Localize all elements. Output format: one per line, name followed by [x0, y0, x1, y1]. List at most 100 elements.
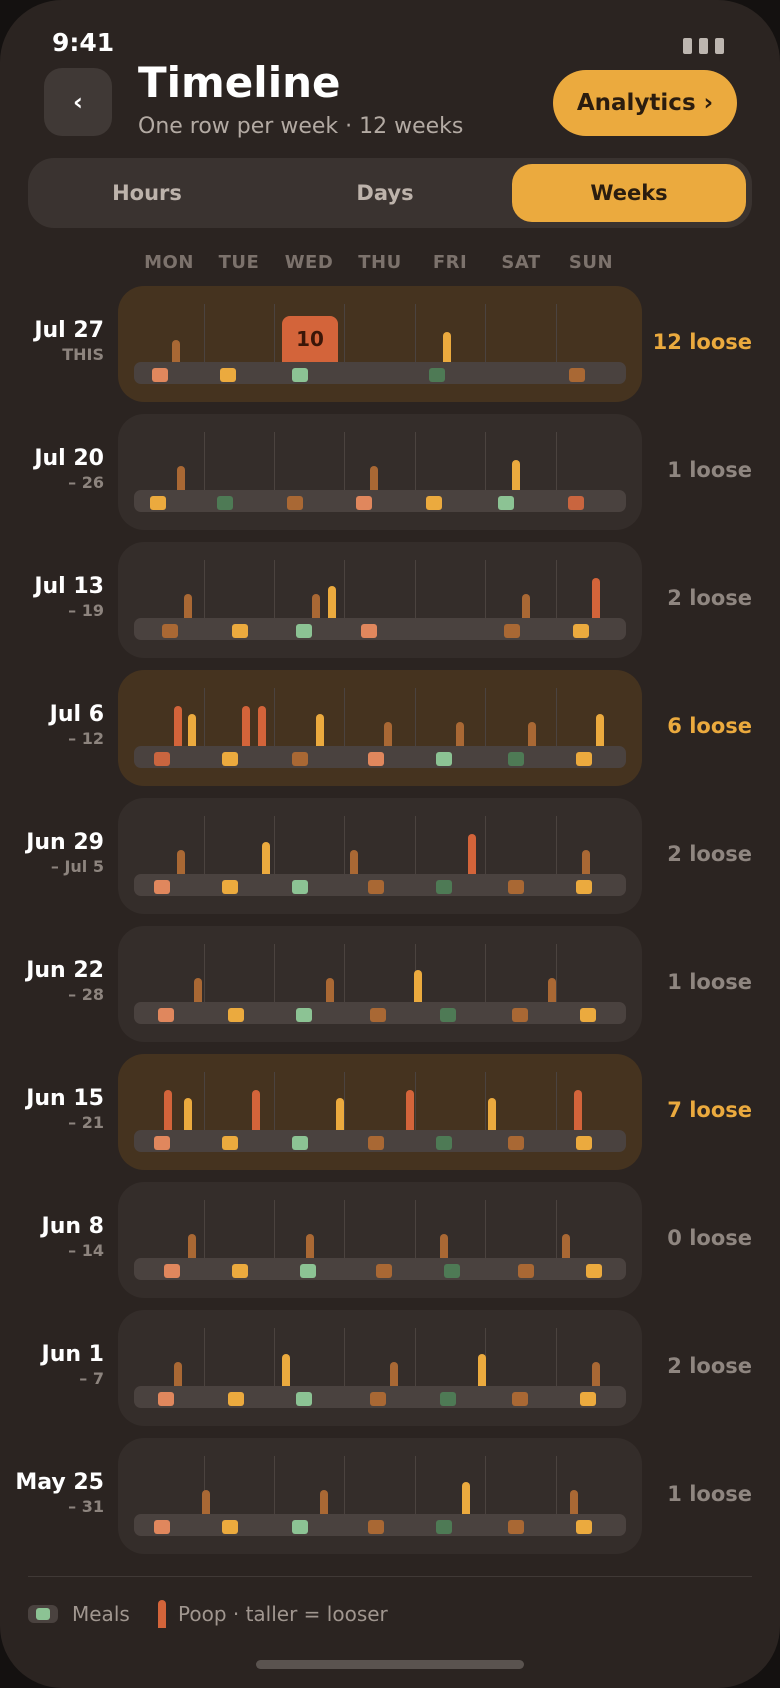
meal-marker[interactable] [220, 368, 236, 382]
meal-marker[interactable] [154, 1136, 170, 1150]
poop-bar[interactable] [570, 1490, 578, 1514]
poop-bar[interactable] [488, 1098, 496, 1130]
poop-bar[interactable] [312, 594, 320, 618]
meal-marker[interactable] [292, 880, 308, 894]
meal-marker[interactable] [287, 496, 303, 510]
meal-marker[interactable] [296, 624, 312, 638]
poop-bar[interactable] [194, 978, 202, 1002]
meal-marker[interactable] [444, 1264, 460, 1278]
poop-bar[interactable] [468, 834, 476, 874]
home-indicator[interactable] [256, 1660, 524, 1669]
poop-bar[interactable] [512, 460, 520, 490]
poop-bar[interactable] [406, 1090, 414, 1130]
meal-marker[interactable] [296, 1392, 312, 1406]
meal-marker[interactable] [376, 1264, 392, 1278]
meal-marker[interactable] [222, 752, 238, 766]
poop-bar[interactable] [184, 594, 192, 618]
meal-marker[interactable] [512, 1392, 528, 1406]
meal-marker[interactable] [576, 1136, 592, 1150]
analytics-button[interactable]: Analytics › [553, 70, 737, 136]
meal-marker[interactable] [518, 1264, 534, 1278]
poop-bar[interactable] [456, 722, 464, 746]
week-row-card[interactable] [118, 542, 642, 658]
meal-marker[interactable] [296, 1008, 312, 1022]
poop-bar[interactable] [282, 1354, 290, 1386]
poop-bar[interactable] [262, 842, 270, 874]
meal-marker[interactable] [232, 624, 248, 638]
week-row-card[interactable] [118, 414, 642, 530]
meal-marker[interactable] [429, 368, 445, 382]
poop-bar[interactable] [316, 714, 324, 746]
poop-bar[interactable] [596, 714, 604, 746]
poop-bar[interactable] [188, 714, 196, 746]
meal-marker[interactable] [150, 496, 166, 510]
meal-marker[interactable] [292, 1136, 308, 1150]
poop-bar[interactable] [326, 978, 334, 1002]
tab-weeks[interactable]: Weeks [512, 164, 746, 222]
meal-marker[interactable] [154, 880, 170, 894]
meal-marker[interactable] [164, 1264, 180, 1278]
meal-marker[interactable] [508, 1136, 524, 1150]
meal-marker[interactable] [292, 1520, 308, 1534]
tab-days[interactable]: Days [356, 181, 414, 205]
back-button[interactable]: ‹ [44, 68, 112, 136]
meal-marker[interactable] [426, 496, 442, 510]
meal-marker[interactable] [370, 1392, 386, 1406]
meal-marker[interactable] [154, 752, 170, 766]
poop-bar[interactable] [172, 340, 180, 362]
meal-marker[interactable] [368, 1520, 384, 1534]
poop-bar[interactable] [328, 586, 336, 618]
poop-bar[interactable] [258, 706, 266, 746]
meal-marker[interactable] [508, 1520, 524, 1534]
meal-marker[interactable] [368, 880, 384, 894]
meal-marker[interactable] [504, 624, 520, 638]
meal-marker[interactable] [569, 368, 585, 382]
poop-bar[interactable] [522, 594, 530, 618]
meal-marker[interactable] [370, 1008, 386, 1022]
meal-marker[interactable] [576, 1520, 592, 1534]
poop-bar[interactable] [592, 1362, 600, 1386]
meal-marker[interactable] [217, 496, 233, 510]
poop-bar[interactable] [164, 1090, 172, 1130]
meal-marker[interactable] [436, 1520, 452, 1534]
meal-marker[interactable] [361, 624, 377, 638]
poop-bar[interactable] [592, 578, 600, 618]
poop-bar[interactable] [462, 1482, 470, 1514]
meal-marker[interactable] [573, 624, 589, 638]
meal-marker[interactable] [228, 1392, 244, 1406]
meal-marker[interactable] [300, 1264, 316, 1278]
meal-marker[interactable] [222, 880, 238, 894]
poop-count-badge[interactable]: 10 [282, 316, 338, 362]
poop-bar[interactable] [528, 722, 536, 746]
meal-marker[interactable] [232, 1264, 248, 1278]
poop-bar[interactable] [562, 1234, 570, 1258]
week-row-card[interactable] [118, 926, 642, 1042]
meal-marker[interactable] [436, 1136, 452, 1150]
week-row-card[interactable] [118, 1054, 642, 1170]
poop-bar[interactable] [414, 970, 422, 1002]
meal-marker[interactable] [222, 1136, 238, 1150]
meal-marker[interactable] [586, 1264, 602, 1278]
poop-bar[interactable] [574, 1090, 582, 1130]
poop-bar[interactable] [306, 1234, 314, 1258]
meal-marker[interactable] [440, 1392, 456, 1406]
week-row-card[interactable] [118, 670, 642, 786]
poop-bar[interactable] [184, 1098, 192, 1130]
meal-marker[interactable] [580, 1008, 596, 1022]
poop-bar[interactable] [443, 332, 451, 362]
poop-bar[interactable] [350, 850, 358, 874]
meal-marker[interactable] [436, 880, 452, 894]
poop-bar[interactable] [174, 706, 182, 746]
poop-bar[interactable] [242, 706, 250, 746]
poop-bar[interactable] [177, 850, 185, 874]
meal-marker[interactable] [152, 368, 168, 382]
meal-marker[interactable] [580, 1392, 596, 1406]
poop-bar[interactable] [320, 1490, 328, 1514]
week-row-card[interactable]: 10 [118, 286, 642, 402]
week-row-card[interactable] [118, 798, 642, 914]
meal-marker[interactable] [508, 880, 524, 894]
meal-marker[interactable] [158, 1392, 174, 1406]
meal-marker[interactable] [368, 1136, 384, 1150]
meal-marker[interactable] [508, 752, 524, 766]
meal-marker[interactable] [568, 496, 584, 510]
